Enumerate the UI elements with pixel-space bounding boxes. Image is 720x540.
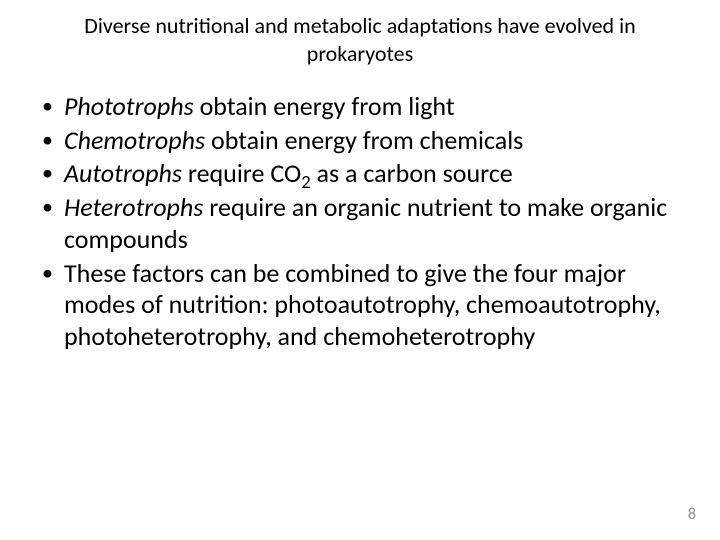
slide-body: Phototrophs obtain energy from light Che…	[28, 81, 692, 353]
bullet-text: These factors can be combined to give th…	[64, 257, 661, 352]
slide-title: Diverse nutritional and metabolic adapta…	[28, 12, 692, 81]
list-item: Phototrophs obtain energy from light	[36, 91, 692, 123]
bullet-text: as a carbon source	[311, 157, 513, 189]
bullet-text: require CO	[182, 157, 301, 189]
term-autotrophs: Autotrophs	[64, 157, 182, 189]
list-item: These factors can be combined to give th…	[36, 258, 692, 353]
term-heterotrophs: Heterotrophs	[64, 191, 203, 223]
slide: Diverse nutritional and metabolic adapta…	[0, 0, 720, 540]
term-chemotrophs: Chemotrophs	[64, 124, 205, 156]
list-item: Heterotrophs require an organic nutrient…	[36, 192, 692, 255]
list-item: Chemotrophs obtain energy from chemicals	[36, 125, 692, 157]
term-phototrophs: Phototrophs	[64, 90, 194, 122]
bullet-list: Phototrophs obtain energy from light Che…	[36, 91, 692, 353]
bullet-text: obtain energy from chemicals	[205, 124, 523, 156]
list-item: Autotrophs require CO2 as a carbon sourc…	[36, 158, 692, 190]
bullet-text: obtain energy from light	[194, 90, 455, 122]
page-number: 8	[688, 505, 696, 524]
